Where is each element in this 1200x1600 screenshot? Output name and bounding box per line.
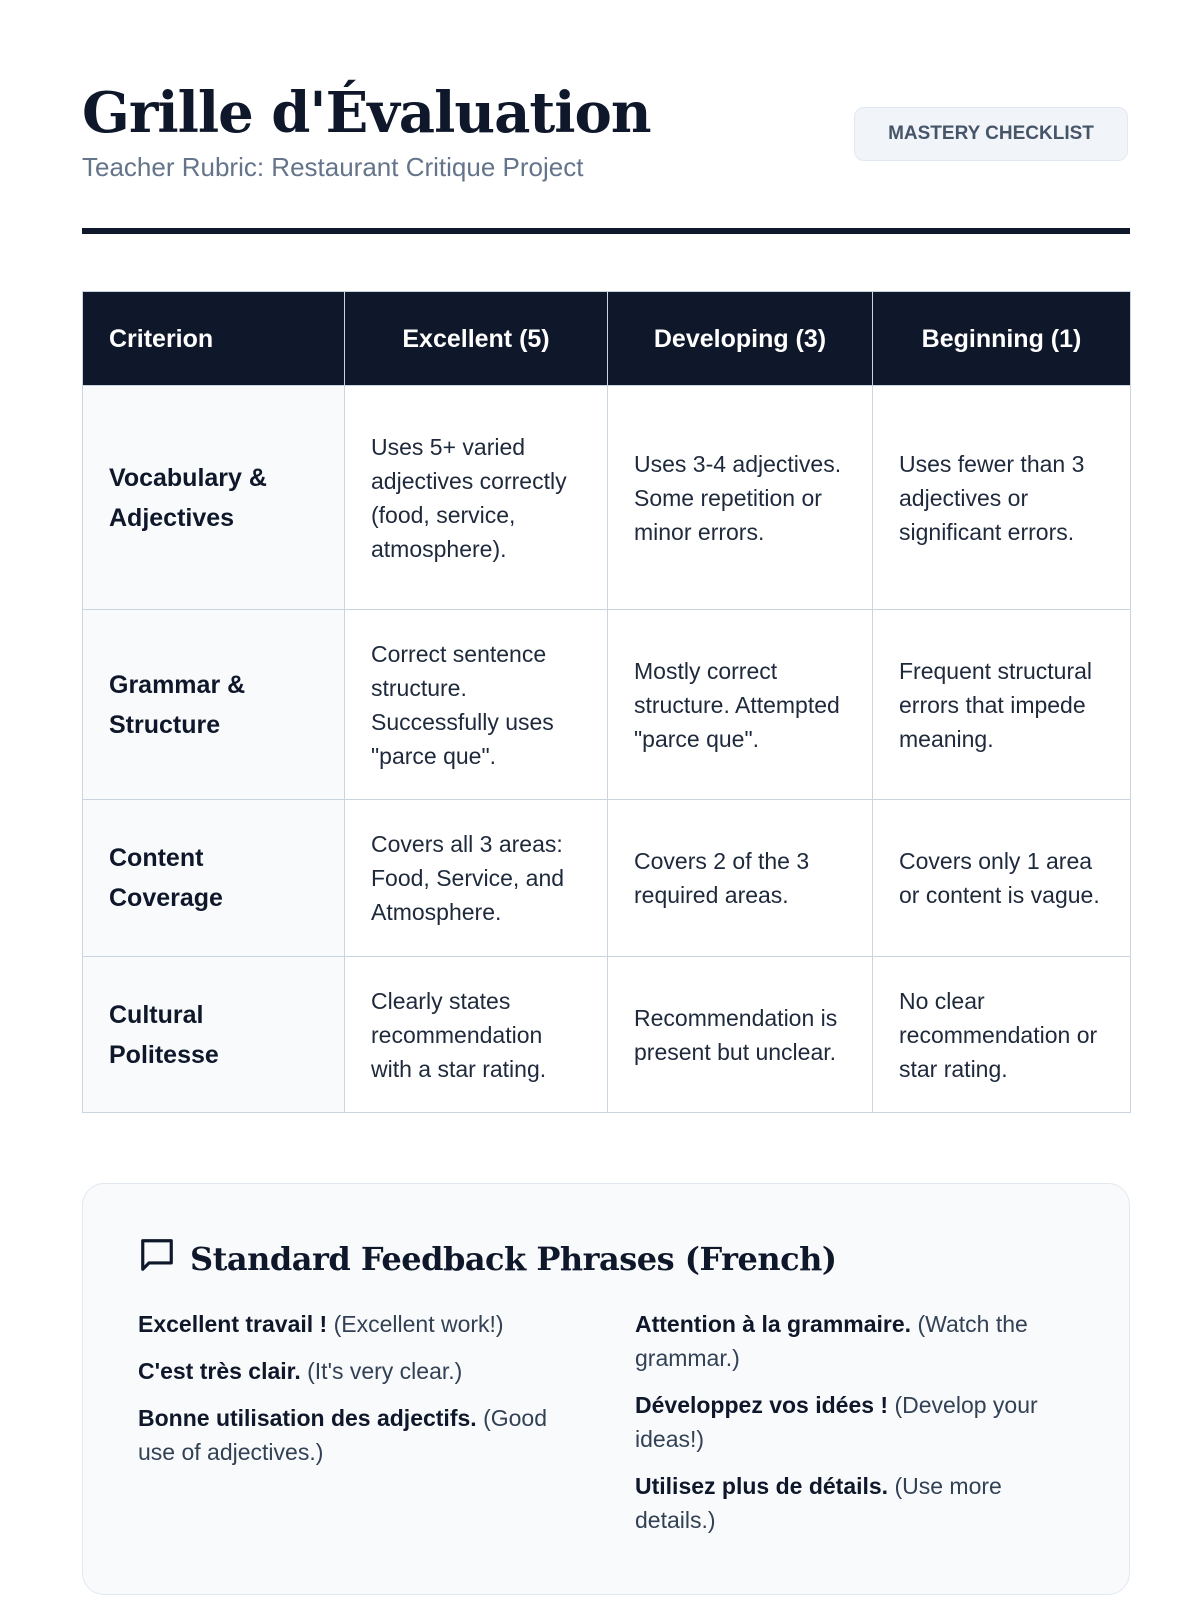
excellent-cell: Clearly states recommendation with a sta… [344,956,608,1113]
beginning-cell: No clear recommendation or star rating. [872,956,1131,1113]
feedback-phrase: Attention à la grammaire. (Watch the gra… [635,1311,1028,1371]
table-row: Vocabulary & Adjectives Uses 5+ varied a… [82,385,1131,610]
table-row: Grammar & Structure Correct sentence str… [82,609,1131,800]
feedback-title: Standard Feedback Phrases (French) [138,1236,837,1282]
header-divider [82,228,1130,234]
excellent-cell: Covers all 3 areas: Food, Service, and A… [344,799,608,957]
table-header-row: Criterion Excellent (5) Developing (3) B… [82,291,1131,386]
developing-cell: Covers 2 of the 3 required areas. [607,799,873,957]
criterion-cell: Vocabulary & Adjectives [82,385,345,610]
column-header-developing: Developing (3) [607,291,873,386]
criterion-cell: Grammar & Structure [82,609,345,800]
criterion-cell: Cultural Politesse [82,956,345,1113]
feedback-column-left: Excellent travail ! (Excellent work!) C'… [138,1307,578,1482]
rubric-table: Criterion Excellent (5) Developing (3) B… [82,291,1131,1113]
page-subtitle: Teacher Rubric: Restaurant Critique Proj… [82,152,584,182]
feedback-phrase: C'est très clair. (It's very clear.) [138,1358,463,1384]
developing-cell: Recommendation is present but unclear. [607,956,873,1113]
developing-cell: Uses 3-4 adjectives. Some repetition or … [607,385,873,610]
excellent-cell: Correct sentence structure. Successfully… [344,609,608,800]
excellent-cell: Uses 5+ varied adjectives correctly (foo… [344,385,608,610]
column-header-excellent: Excellent (5) [344,291,608,386]
page-title: Grille d'Évaluation [82,80,652,146]
feedback-phrases-panel: Standard Feedback Phrases (French) Excel… [82,1183,1130,1595]
beginning-cell: Covers only 1 area or content is vague. [872,799,1131,957]
feedback-phrase: Développez vos idées ! (Develop your ide… [635,1392,1038,1452]
beginning-cell: Uses fewer than 3 adjectives or signific… [872,385,1131,610]
speech-bubble-icon [138,1236,176,1282]
feedback-phrase: Bonne utilisation des adjectifs. (Good u… [138,1405,547,1465]
column-header-beginning: Beginning (1) [872,291,1131,386]
mastery-checklist-badge: MASTERY CHECKLIST [854,107,1128,161]
feedback-title-text: Standard Feedback Phrases (French) [190,1240,837,1278]
developing-cell: Mostly correct structure. Attempted "par… [607,609,873,800]
beginning-cell: Frequent structural errors that impede m… [872,609,1131,800]
feedback-column-right: Attention à la grammaire. (Watch the gra… [635,1307,1075,1550]
table-row: Cultural Politesse Clearly states recomm… [82,956,1131,1113]
criterion-cell: Content Coverage [82,799,345,957]
table-row: Content Coverage Covers all 3 areas: Foo… [82,799,1131,957]
column-header-criterion: Criterion [82,291,345,386]
feedback-phrase: Excellent travail ! (Excellent work!) [138,1311,504,1337]
feedback-phrase: Utilisez plus de détails. (Use more deta… [635,1473,1002,1533]
